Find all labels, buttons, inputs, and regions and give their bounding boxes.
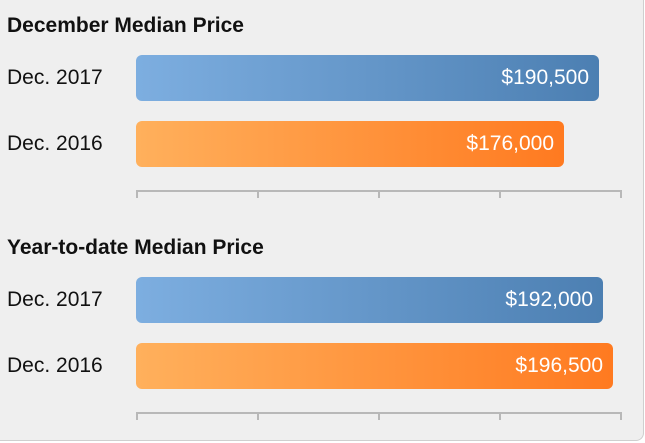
section-title: December Median Price bbox=[7, 14, 244, 37]
axis-tick bbox=[257, 412, 259, 420]
section-title: Year-to-date Median Price bbox=[7, 236, 264, 259]
bar-value-label: $192,000 bbox=[505, 288, 593, 311]
bar-dec-2016: $176,000 bbox=[136, 121, 564, 167]
bar-value-label: $176,000 bbox=[466, 132, 554, 155]
axis-tick bbox=[257, 190, 259, 198]
axis-tick bbox=[620, 412, 622, 420]
ytd-median-section: Year-to-date Median Price Dec. 2017 $192… bbox=[0, 222, 643, 442]
bar-dec-2016: $196,500 bbox=[136, 343, 613, 389]
axis-tick bbox=[499, 412, 501, 420]
bar-dec-2017: $190,500 bbox=[136, 55, 599, 101]
axis-tick bbox=[499, 190, 501, 198]
row-label: Dec. 2016 bbox=[7, 354, 103, 377]
bar-value-label: $196,500 bbox=[515, 354, 603, 377]
axis-tick bbox=[620, 190, 622, 198]
x-axis bbox=[136, 184, 622, 198]
row-label: Dec. 2017 bbox=[7, 288, 103, 311]
row-label: Dec. 2016 bbox=[7, 132, 103, 155]
bar-dec-2017: $192,000 bbox=[136, 277, 603, 323]
bar-value-label: $190,500 bbox=[501, 66, 589, 89]
x-axis bbox=[136, 406, 622, 420]
axis-tick bbox=[378, 190, 380, 198]
axis-tick bbox=[378, 412, 380, 420]
row-label: Dec. 2017 bbox=[7, 66, 103, 89]
axis-tick bbox=[136, 412, 138, 420]
axis-tick bbox=[136, 190, 138, 198]
december-median-section: December Median Price Dec. 2017 $190,500… bbox=[0, 0, 643, 220]
